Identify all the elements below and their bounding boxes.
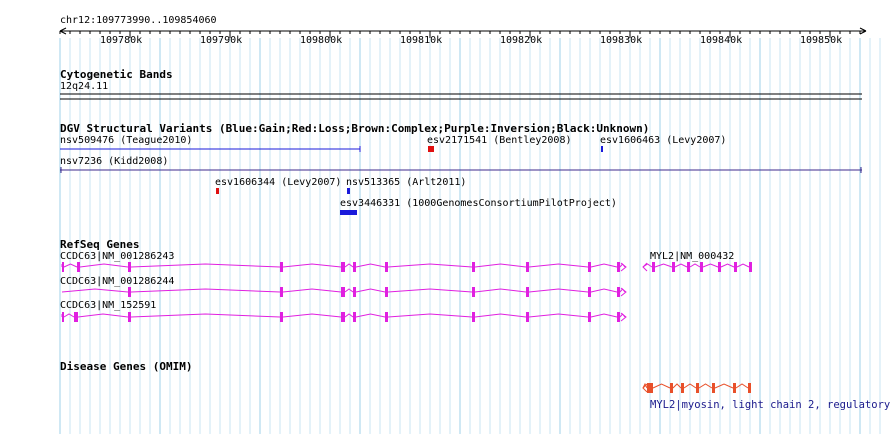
refseq-track-title[interactable]: RefSeq Genes — [60, 238, 140, 251]
intron-line — [61, 288, 626, 293]
exon-block — [696, 383, 699, 393]
exon-block — [472, 312, 475, 322]
exon-block — [77, 262, 80, 272]
exon-block — [733, 383, 736, 393]
omim-gene-label: MYL2|myosin, light chain 2, regulatory, — [650, 399, 890, 411]
exon-block — [341, 312, 345, 322]
omim-track-title[interactable]: Disease Genes (OMIM) — [60, 360, 193, 373]
exon-block — [672, 262, 675, 272]
variant-label: esv2171541 (Bentley2008) — [427, 135, 572, 146]
exon-block — [353, 312, 356, 322]
exon-block — [652, 262, 655, 272]
exon-block — [526, 262, 529, 272]
variant-glyph[interactable] — [601, 146, 603, 152]
gene-label: CCDC63|NM_152591 — [60, 300, 157, 311]
cytoband-track-title[interactable]: Cytogenetic Bands — [60, 68, 173, 81]
exon-block — [718, 262, 721, 272]
exon-block — [526, 312, 529, 322]
exon-block — [280, 312, 283, 322]
variant-label: nsv509476 (Teague2010) — [60, 135, 193, 146]
exon-block — [385, 287, 388, 297]
exon-block — [670, 383, 673, 393]
ruler-tick-label: 109790k — [200, 35, 243, 46]
exon-block — [687, 262, 690, 272]
strand-arrow — [620, 287, 627, 297]
variant-glyph[interactable] — [340, 210, 357, 215]
gene-label: CCDC63|NM_001286243 — [60, 251, 175, 262]
exon-block — [385, 262, 388, 272]
exon-block — [128, 287, 131, 297]
ruler-arrow-right — [859, 27, 867, 35]
variant-glyph[interactable] — [428, 146, 434, 152]
exon-block — [341, 287, 345, 297]
ruler-tick-label: 109830k — [600, 35, 643, 46]
strand-arrow — [620, 312, 627, 322]
variant-label: esv1606463 (Levy2007) — [600, 135, 727, 146]
exon-block — [588, 287, 591, 297]
exon-block — [712, 383, 715, 393]
exon-block — [62, 312, 64, 322]
exon-block — [385, 312, 388, 322]
dgv-track-title[interactable]: DGV Structural Variants (Blue:Gain;Red:L… — [60, 122, 650, 135]
exon-block — [617, 312, 620, 322]
gene-label: MYL2|NM_000432 — [650, 251, 735, 262]
ruler-tick-label: 109820k — [500, 35, 543, 46]
omim-gene-model[interactable] — [643, 383, 751, 393]
variant-label: nsv7236 (Kidd2008) — [60, 156, 169, 167]
exon-block — [647, 383, 653, 393]
ruler-tick-label: 109800k — [300, 35, 343, 46]
variant-glyph[interactable] — [347, 188, 350, 194]
exon-block — [280, 262, 283, 272]
exon-block — [74, 312, 78, 322]
ruler-tick-label: 109780k — [100, 35, 143, 46]
ruler-tick-label: 109850k — [800, 35, 843, 46]
cytoband-label: 12q24.11 — [60, 81, 109, 92]
exon-block — [526, 287, 529, 297]
exon-block — [341, 262, 345, 272]
exon-block — [280, 287, 283, 297]
exon-block — [62, 262, 64, 272]
exon-block — [588, 262, 591, 272]
exon-block — [749, 262, 752, 272]
exon-block — [748, 383, 751, 393]
exon-block — [472, 262, 475, 272]
gene-model[interactable] — [61, 287, 627, 297]
ruler-arrow-left — [59, 27, 67, 35]
gene-model[interactable] — [61, 262, 627, 272]
ruler-tick-label: 109840k — [700, 35, 743, 46]
exon-block — [472, 287, 475, 297]
gene-label: CCDC63|NM_001286244 — [60, 276, 175, 287]
exon-block — [353, 262, 356, 272]
strand-arrow — [620, 262, 627, 272]
exon-block — [617, 287, 620, 297]
exon-block — [128, 312, 131, 322]
exon-block — [353, 287, 356, 297]
variant-glyph[interactable] — [216, 188, 219, 194]
location-label: chr12:109773990..109854060 — [60, 15, 217, 26]
variant-label: nsv513365 (Arlt2011) — [346, 177, 467, 188]
ruler-tick-label: 109810k — [400, 35, 443, 46]
gene-model[interactable] — [61, 312, 627, 322]
variant-label: esv1606344 (Levy2007) — [215, 177, 342, 188]
variant-label: esv3446331 (1000GenomesConsortiumPilotPr… — [340, 198, 617, 209]
gene-model[interactable] — [643, 262, 752, 272]
exon-block — [734, 262, 737, 272]
exon-block — [128, 262, 131, 272]
strand-arrow — [642, 383, 648, 393]
exon-block — [617, 262, 620, 272]
exon-block — [700, 262, 703, 272]
exon-block — [588, 312, 591, 322]
exon-block — [681, 383, 684, 393]
ruler[interactable] — [0, 0, 890, 50]
